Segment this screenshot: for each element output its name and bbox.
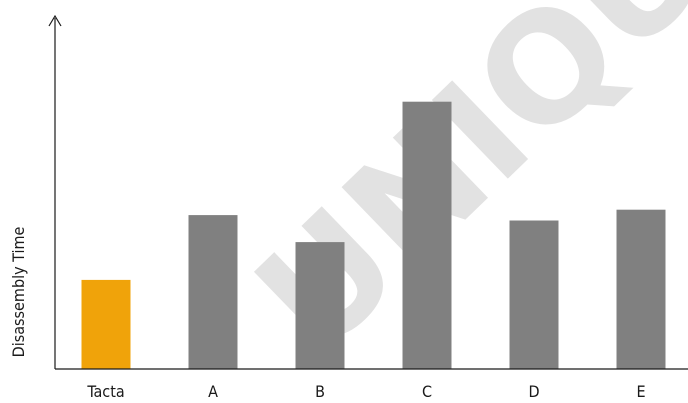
x-tick-label-a: A <box>208 382 218 401</box>
bar-e <box>616 209 666 369</box>
y-axis-arrow-icon <box>48 14 62 27</box>
bar-a <box>188 215 238 369</box>
x-tick-label-e: E <box>636 382 645 401</box>
bars-group <box>81 101 666 369</box>
x-tick-labels: Tacta A B C D E <box>86 382 645 401</box>
bar-d <box>509 220 559 369</box>
bar-c <box>402 101 452 369</box>
x-tick-label-tacta: Tacta <box>86 382 124 401</box>
x-tick-label-d: D <box>528 382 539 401</box>
bar-b <box>295 242 345 369</box>
bar-tacta <box>81 279 131 369</box>
y-axis-title: Disassembly Time <box>9 227 28 358</box>
x-tick-label-c: C <box>422 382 432 401</box>
x-tick-label-b: B <box>315 382 325 401</box>
